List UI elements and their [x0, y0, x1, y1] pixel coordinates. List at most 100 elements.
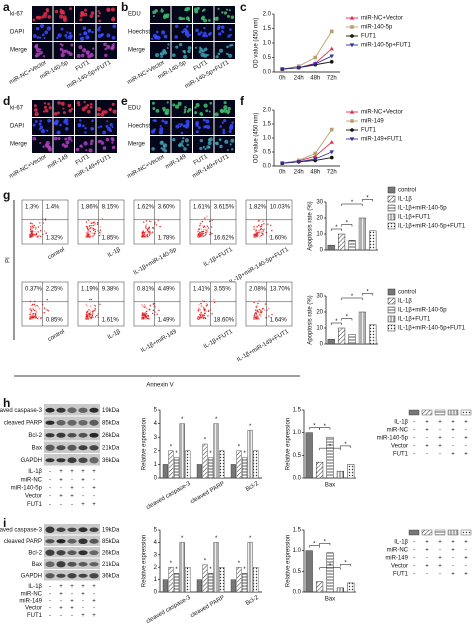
event: [204, 317, 206, 319]
cell: [76, 53, 81, 58]
legend-label: IL-1β: [398, 197, 412, 203]
series-line: [282, 31, 333, 70]
cell: [215, 141, 219, 145]
band: [89, 527, 99, 533]
x-tick-label: 72h: [327, 170, 337, 176]
band: [56, 445, 66, 451]
event: [35, 315, 38, 317]
event: [32, 234, 35, 236]
y-tick-label: 0.5: [293, 569, 302, 575]
cell: [227, 34, 231, 38]
y-axis-label: Apoptosis rate (%): [308, 295, 314, 344]
event: [93, 224, 96, 226]
cell: [163, 34, 168, 39]
row-label: ki-67: [10, 12, 24, 18]
cell: [167, 43, 170, 46]
event: [268, 236, 271, 238]
cell: [99, 26, 102, 29]
event: [92, 224, 94, 227]
bar: [202, 443, 208, 479]
event: [197, 236, 199, 238]
cell: [205, 34, 208, 38]
event: [85, 232, 87, 234]
x-tick-label: 72h: [327, 76, 337, 82]
quadrant-value: 0.85%: [46, 318, 64, 324]
group-label: cleaved caspase-3: [145, 595, 192, 625]
band: [45, 549, 55, 556]
quadrant-value: 1.4%: [46, 205, 60, 211]
cell: [97, 126, 100, 129]
event: [144, 313, 147, 315]
cell: [47, 145, 52, 150]
cell: [175, 45, 179, 49]
event: [32, 235, 34, 238]
cell: [39, 36, 42, 39]
bar: [173, 573, 180, 593]
cell: [84, 31, 88, 35]
event: [145, 307, 148, 309]
sign: +: [59, 584, 63, 590]
event: [146, 228, 149, 231]
event: [205, 305, 208, 307]
event: [146, 235, 149, 237]
sign: +: [70, 606, 74, 612]
event: [37, 235, 39, 238]
cell: [34, 120, 38, 124]
cell: [165, 111, 169, 115]
bar: [336, 470, 344, 479]
sign: -: [82, 485, 84, 491]
significance: *: [238, 444, 241, 450]
y-tick-label: 2.0: [263, 12, 272, 18]
cell: [151, 101, 155, 105]
event: [89, 312, 91, 314]
cell: [174, 35, 178, 39]
condition-label: FUT1: [27, 613, 43, 619]
cell: [205, 119, 210, 124]
condition-label: Vector: [25, 494, 42, 500]
band: [67, 419, 77, 426]
cell: [203, 103, 208, 108]
event: [209, 233, 211, 236]
event: [254, 313, 256, 315]
table-sign: -: [465, 444, 467, 450]
cell: [194, 111, 198, 115]
table-swatch: [460, 409, 472, 416]
sign: +: [59, 469, 63, 475]
table-label: Vector: [391, 564, 408, 570]
sign: +: [70, 598, 74, 604]
event: [90, 298, 93, 301]
bar: [338, 327, 346, 345]
cell: [88, 148, 93, 153]
cell: [231, 121, 235, 124]
y-tick-label: 3: [154, 435, 158, 441]
quadrant-value: 1.62%: [137, 205, 155, 211]
bar: [247, 430, 253, 479]
significance: *: [366, 290, 369, 296]
y-tick-label: 0.0: [293, 590, 302, 596]
significance: *: [243, 567, 246, 573]
cell: [37, 15, 42, 20]
cell: [78, 45, 83, 50]
cell: [98, 12, 101, 15]
flow-plot: [21, 199, 69, 245]
cell: [35, 43, 39, 47]
table-label: IL-1β: [394, 540, 408, 546]
quadrant-value: 1.60%: [270, 236, 288, 242]
significance: *: [313, 542, 316, 548]
event: [148, 227, 150, 229]
bar: [347, 582, 355, 593]
event: [34, 305, 37, 307]
band: [45, 526, 55, 533]
cell: [45, 140, 50, 146]
sign: -: [93, 606, 95, 612]
panel-label: d: [3, 94, 10, 108]
event: [142, 231, 144, 234]
cell: [55, 119, 59, 124]
cell: [111, 141, 114, 144]
event: [87, 234, 89, 236]
significance: *: [329, 564, 332, 570]
cell: [183, 108, 187, 111]
cell: [175, 104, 180, 109]
event: [147, 315, 150, 317]
event: [262, 307, 264, 310]
